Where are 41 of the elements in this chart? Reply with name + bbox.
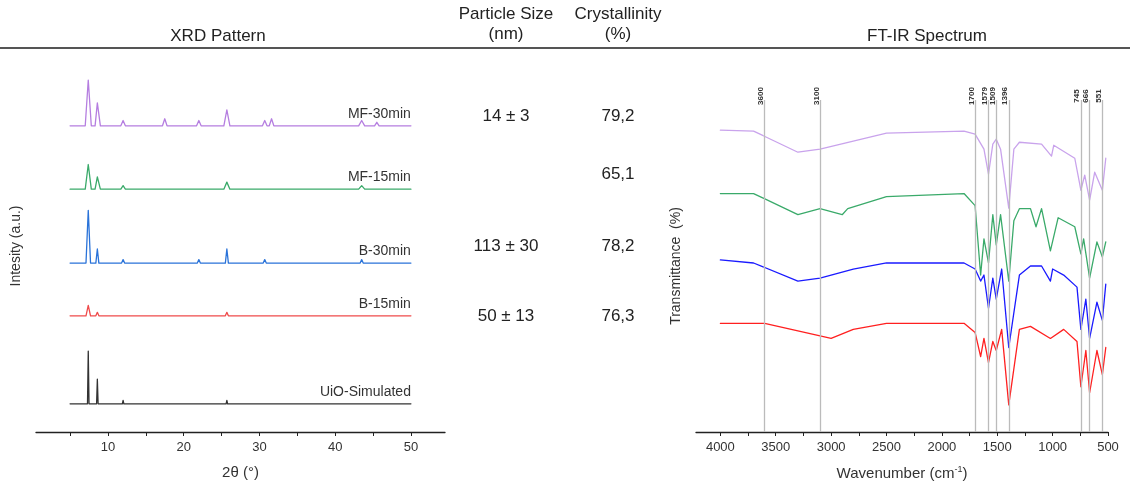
x-tick-label: 50 xyxy=(403,439,419,454)
x-tick-label: 1000 xyxy=(1038,439,1068,454)
series-label: UiO-Simulated xyxy=(319,382,411,399)
x-tick-label: 2500 xyxy=(872,439,901,454)
text: 14 ± 3 xyxy=(482,106,530,125)
x-tick-label: 40 xyxy=(327,439,343,454)
series-label: MF-30min xyxy=(347,104,411,121)
series-label: MF-15min xyxy=(347,168,411,185)
y-axis-title: Intesity (a.u.) xyxy=(7,205,23,287)
chart-title: XRD Pattern xyxy=(170,26,266,45)
x-tick-label: 2000 xyxy=(927,439,957,454)
text: 65,1 xyxy=(601,164,635,183)
x-tick-label: 10 xyxy=(100,439,116,454)
x-axis-title: 2θ (°) xyxy=(222,463,259,480)
x-tick-label: 20 xyxy=(176,439,191,454)
ref-line-label: 551 xyxy=(1093,88,1103,103)
category-label: Particle Size (nm) xyxy=(457,4,555,44)
x-tick-label: 500 xyxy=(1097,439,1119,454)
x-tick-label: 1500 xyxy=(982,439,1012,454)
x-tick-label: 3000 xyxy=(816,439,846,454)
series-label: B-15min xyxy=(358,294,411,311)
text: 113 ± 30 xyxy=(473,236,539,255)
text: 76,3 xyxy=(601,306,635,325)
chart-title: FT-IR Spectrum xyxy=(867,26,987,45)
ref-line-label: 745 xyxy=(1072,88,1082,103)
ref-line-label: 3100 xyxy=(811,86,821,105)
text: 79,2 xyxy=(601,106,635,125)
ref-line-label: 1396 xyxy=(1000,86,1010,105)
x-tick-label: 4000 xyxy=(705,439,735,454)
ref-line-label: 666 xyxy=(1081,88,1091,103)
ref-line-label: 1700 xyxy=(966,86,976,105)
ref-line-label: 1509 xyxy=(987,86,997,105)
x-tick-label: 30 xyxy=(252,439,267,454)
text: 50 ± 13 xyxy=(477,306,535,325)
y-axis-title: Transmittance (%) xyxy=(667,207,683,325)
ref-line-label: 3600 xyxy=(756,86,766,105)
text: 78,2 xyxy=(601,236,635,255)
series-label: B-30min xyxy=(358,242,411,259)
category-label: Crystallinity (%) xyxy=(573,4,663,44)
ref-line-label: 1579 xyxy=(980,86,989,105)
x-tick-label: 3500 xyxy=(761,439,791,454)
